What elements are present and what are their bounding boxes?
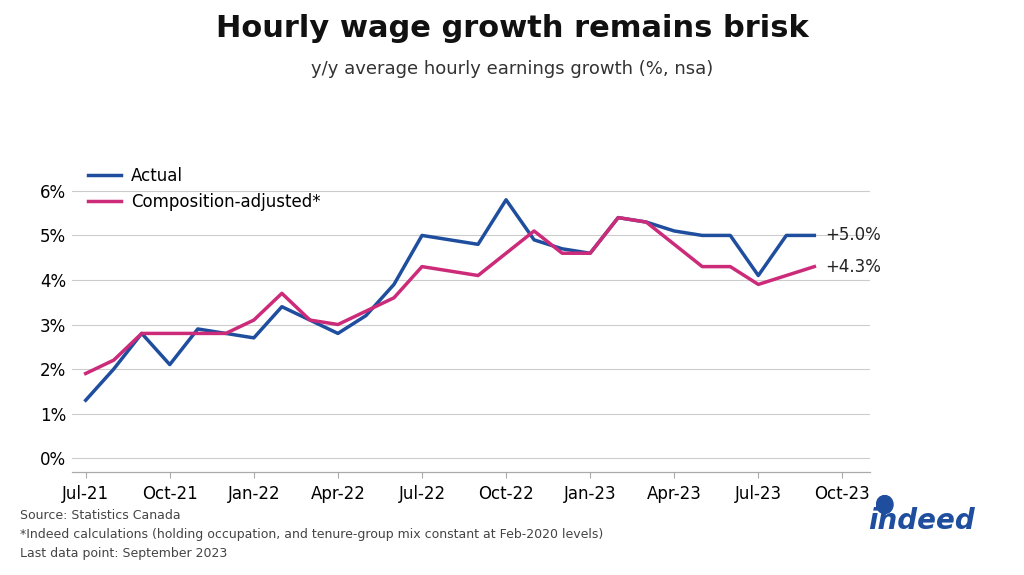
Text: *Indeed calculations (holding occupation, and tenure-group mix constant at Feb-2: *Indeed calculations (holding occupation…	[20, 528, 604, 541]
Text: indeed: indeed	[868, 507, 975, 535]
Text: +5.0%: +5.0%	[825, 227, 882, 244]
Text: Last data point: September 2023: Last data point: September 2023	[20, 547, 227, 560]
Text: y/y average hourly earnings growth (%, nsa): y/y average hourly earnings growth (%, n…	[311, 60, 713, 78]
Text: Source: Statistics Canada: Source: Statistics Canada	[20, 509, 181, 522]
Text: Hourly wage growth remains brisk: Hourly wage growth remains brisk	[216, 14, 808, 43]
Text: +4.3%: +4.3%	[825, 258, 882, 275]
Circle shape	[877, 496, 893, 513]
Legend: Actual, Composition-adjusted*: Actual, Composition-adjusted*	[88, 167, 321, 211]
